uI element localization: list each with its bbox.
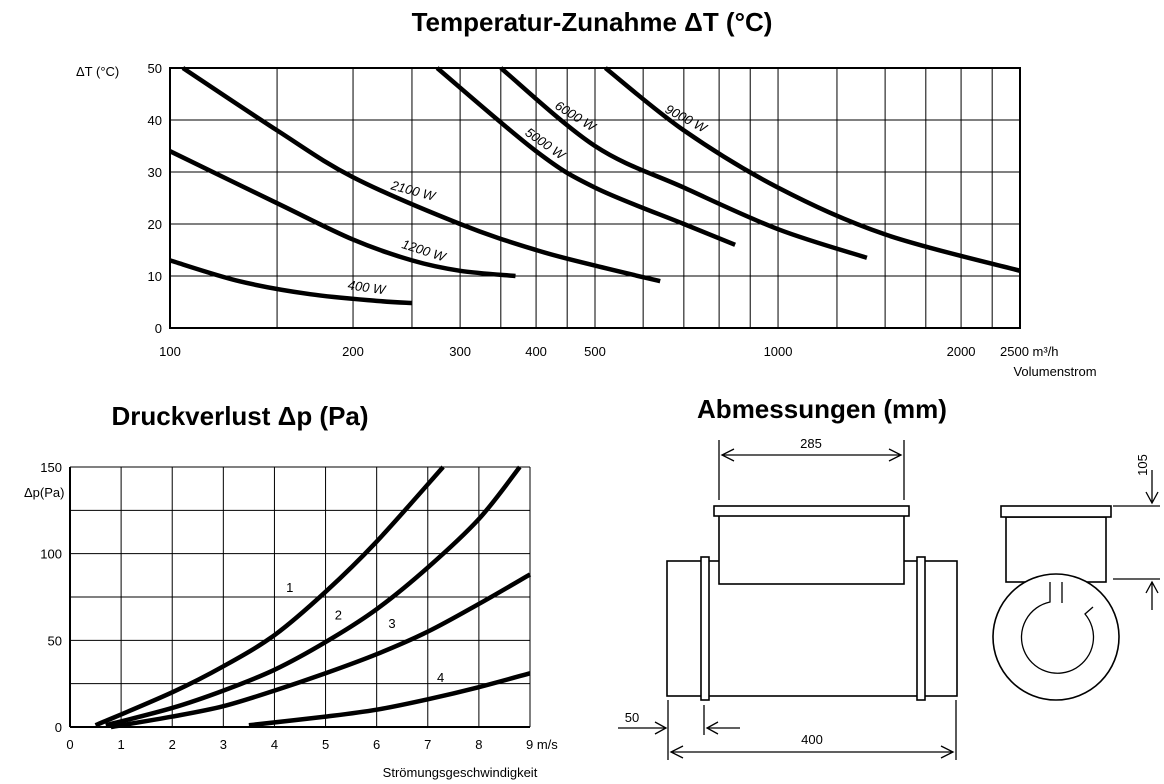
duct-collar-right xyxy=(916,556,926,701)
temperature-chart-title: Temperatur-Zunahme ΔT (°C) xyxy=(412,7,773,37)
temperature-xtick-label: 400 xyxy=(525,344,547,359)
pressure-curve-3 xyxy=(110,572,532,730)
duct-collar-left xyxy=(700,556,710,701)
terminal-box xyxy=(718,513,905,585)
temperature-ytick-label: 20 xyxy=(148,217,162,232)
temperature-curve-4 xyxy=(499,66,868,260)
duct-ring-inner xyxy=(1020,582,1095,674)
pressure-curve-2 xyxy=(105,465,522,728)
pressure-xtick-label: 2 xyxy=(169,737,176,752)
temperature-ytick-label: 0 xyxy=(155,321,162,336)
dimensions-title: Abmessungen (mm) xyxy=(697,394,947,424)
temperature-ytick-label: 50 xyxy=(148,61,162,76)
front-terminal-box xyxy=(1005,516,1107,583)
dim-label-105: 105 xyxy=(1135,454,1150,476)
temperature-xtick-label: 2500 m³/h xyxy=(1000,344,1059,359)
temperature-ytick-label: 10 xyxy=(148,269,162,284)
pressure-xtick-label: 4 xyxy=(271,737,278,752)
pressure-curve-1 xyxy=(94,465,445,728)
temperature-curve-5 xyxy=(603,66,1021,273)
temperature-curve-label: 400 W xyxy=(347,277,388,297)
pressure-curve-label: 4 xyxy=(437,670,444,685)
pressure-xtick-label: 0 xyxy=(66,737,73,752)
temperature-chart-ylabel: ΔT (°C) xyxy=(76,64,119,79)
dim-label-50: 50 xyxy=(625,710,639,725)
pressure-xtick-label: 8 xyxy=(475,737,482,752)
pressure-loss-chart: Druckverlust Δp (Pa) 1 2 3 4 0 50 100 150 0 1 2 3 4… xyxy=(24,401,558,780)
pressure-curve-label: 2 xyxy=(335,608,342,623)
pressure-curve-label: 3 xyxy=(388,616,395,631)
dim-label-285: 285 xyxy=(800,436,822,451)
pressure-ytick-label: 100 xyxy=(40,547,62,562)
pressure-xtick-label: 5 xyxy=(322,737,329,752)
temperature-chart-xlabel: Volumenstrom xyxy=(1013,364,1096,379)
pressure-ytick-label: 150 xyxy=(40,460,62,475)
dimensions-drawing: Abmessungen (mm) 285 400 xyxy=(618,394,1160,760)
temperature-curve-2 xyxy=(181,66,661,284)
pressure-chart-xlabel: Strömungsgeschwindigkeit xyxy=(383,765,538,780)
temperature-xtick-label: 1000 xyxy=(764,344,793,359)
temperature-xtick-label: 200 xyxy=(342,344,364,359)
temperature-curve-3 xyxy=(435,66,736,247)
temperature-xtick-label: 300 xyxy=(449,344,471,359)
pressure-curve-label: 1 xyxy=(286,580,293,595)
pressure-xtick-label: 6 xyxy=(373,737,380,752)
pressure-xtick-label: 1 xyxy=(117,737,124,752)
temperature-xtick-label: 2000 xyxy=(947,344,976,359)
front-terminal-lid xyxy=(1000,505,1112,518)
terminal-box-lid xyxy=(713,505,910,517)
temperature-curve-1 xyxy=(169,149,516,279)
dim-label-400: 400 xyxy=(801,732,823,747)
pressure-ytick-label: 0 xyxy=(55,720,62,735)
side-view: 285 400 50 xyxy=(618,436,958,760)
pressure-xtick-label: 3 xyxy=(220,737,227,752)
temperature-ytick-label: 40 xyxy=(148,113,162,128)
temperature-plot-frame xyxy=(169,67,1021,329)
pressure-chart-ylabel: Δp(Pa) xyxy=(24,485,64,500)
temperature-xtick-label: 500 xyxy=(584,344,606,359)
pressure-xtick-label: 7 xyxy=(424,737,431,752)
temperature-curve-0 xyxy=(169,258,413,306)
temperature-curve-label: 2100 W xyxy=(389,177,439,204)
pressure-xtick-label: 9 m/s xyxy=(526,737,558,752)
pressure-chart-title: Druckverlust Δp (Pa) xyxy=(111,401,368,431)
duct-ring-outer xyxy=(992,573,1120,701)
temperature-ytick-label: 30 xyxy=(148,165,162,180)
pressure-ytick-label: 50 xyxy=(48,633,62,648)
temperature-xtick-label: 100 xyxy=(159,344,181,359)
pressure-curve-4 xyxy=(248,671,531,728)
front-view: 105 xyxy=(992,454,1160,701)
